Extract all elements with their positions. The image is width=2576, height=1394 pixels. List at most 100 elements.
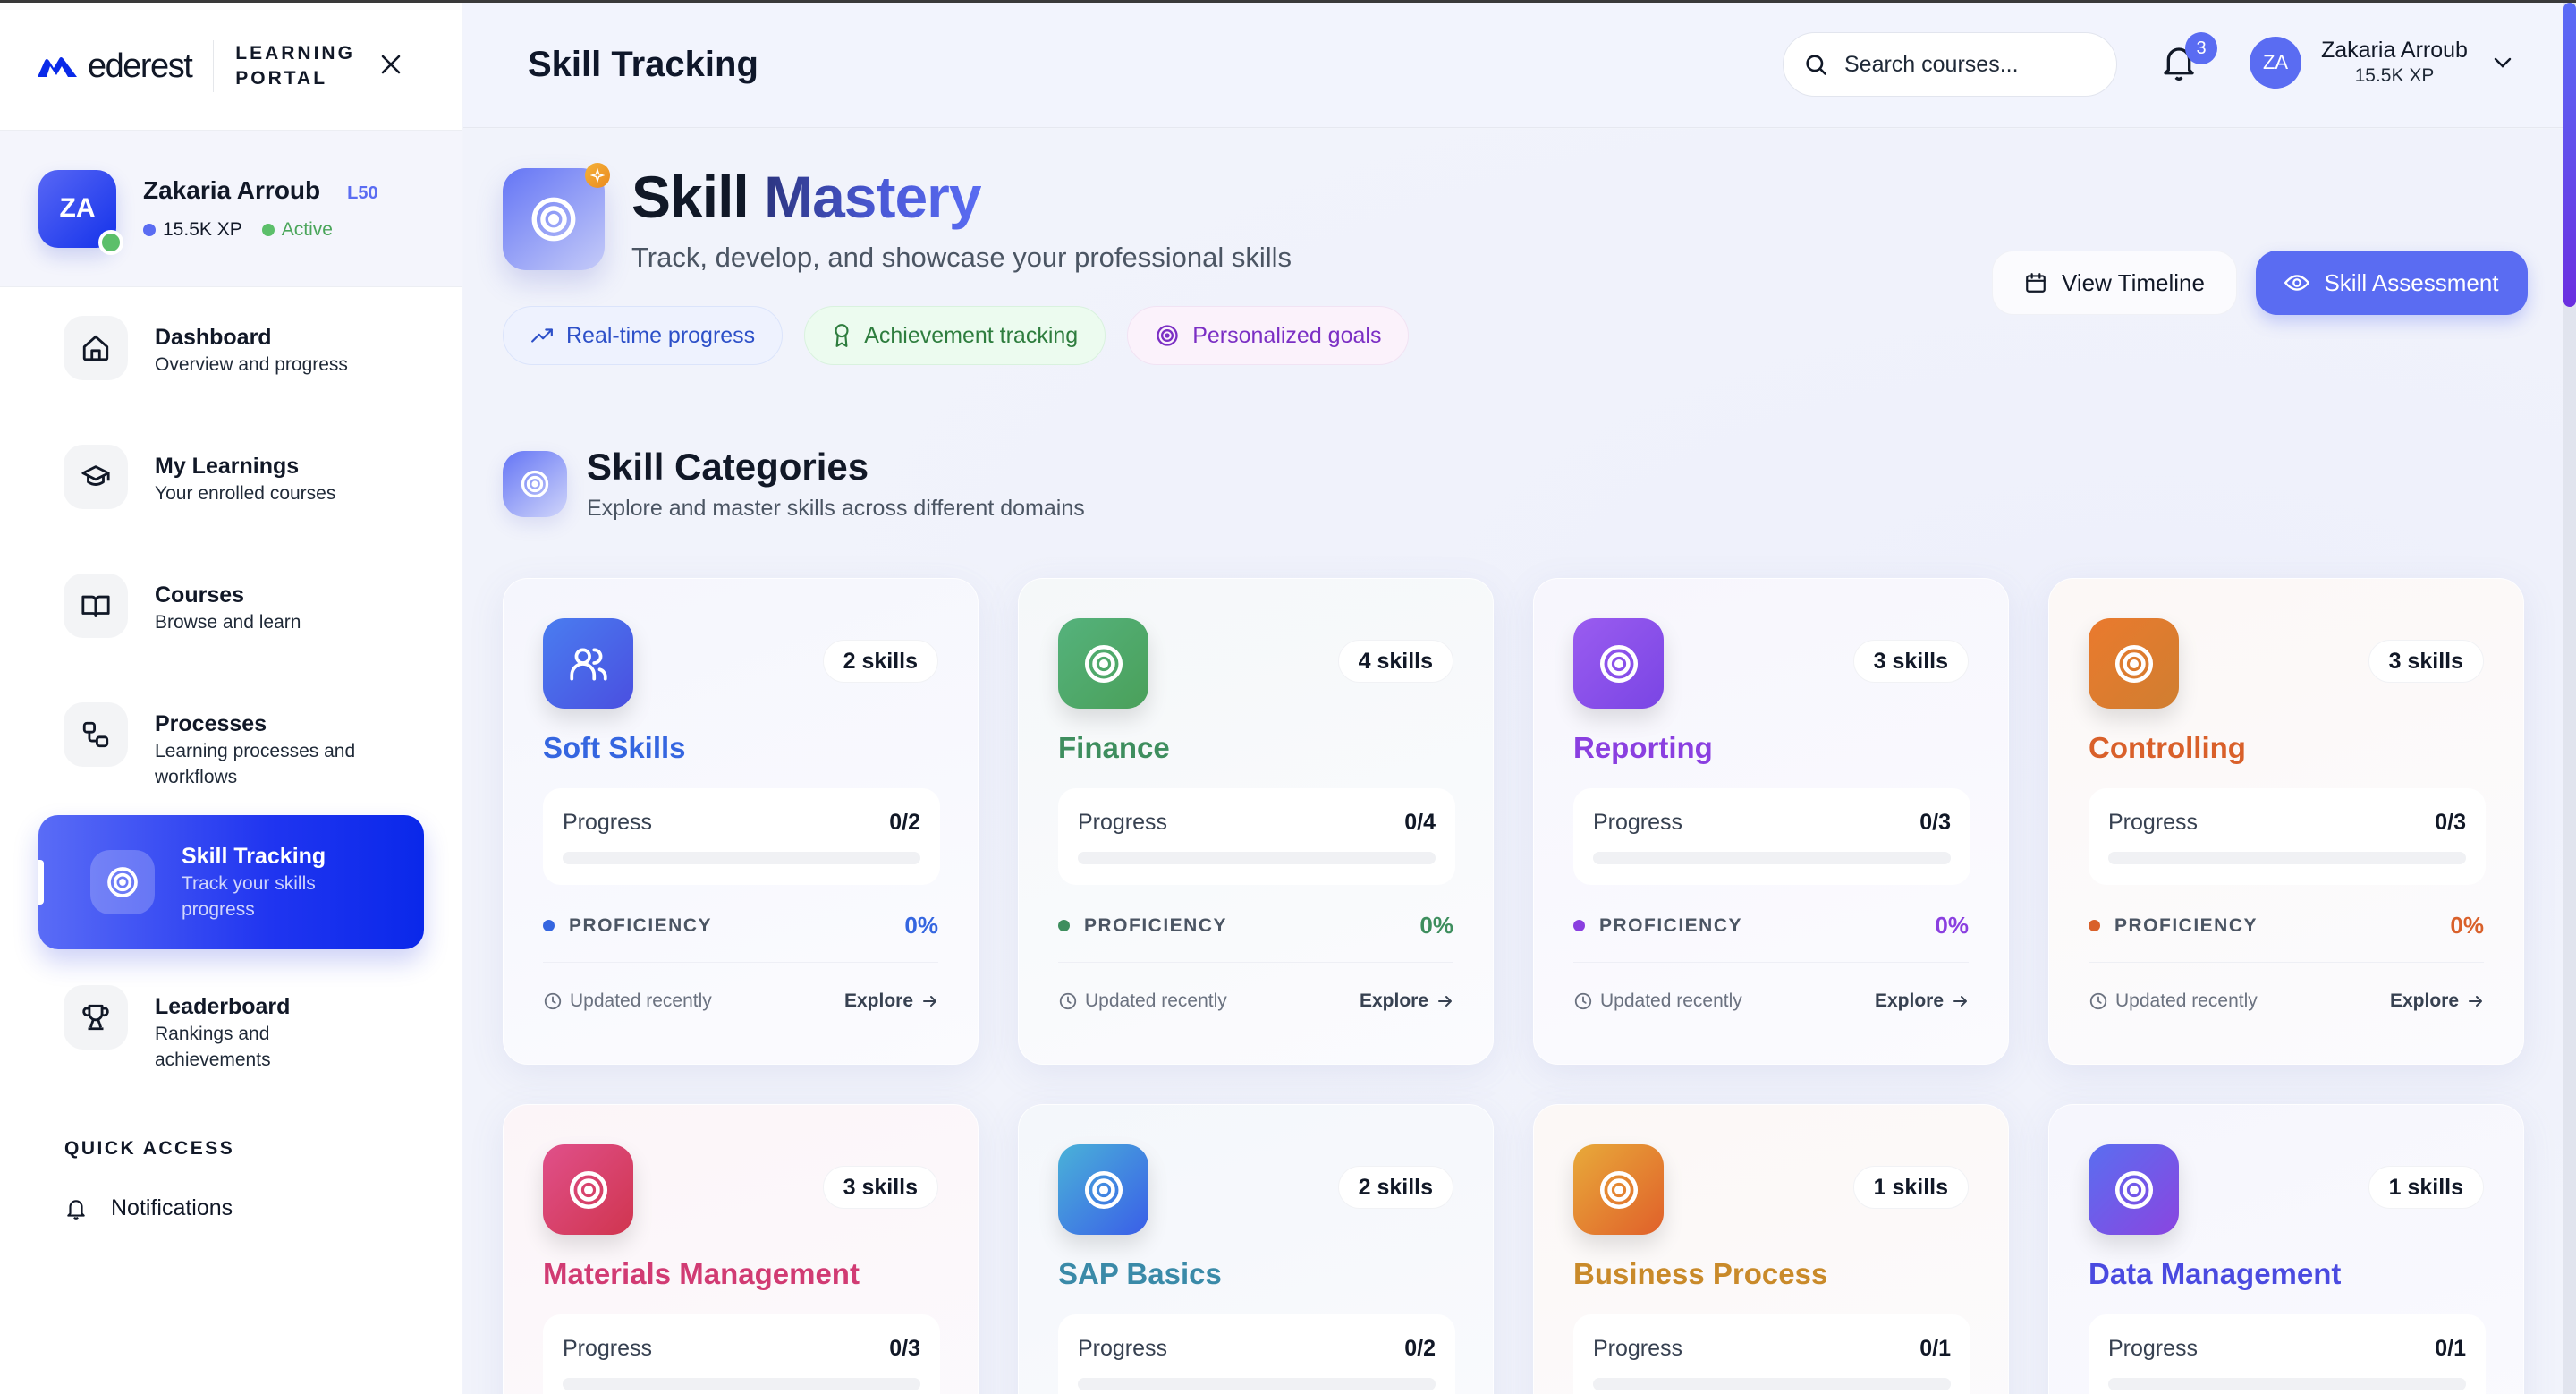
- profile-name: Zakaria Arroub: [143, 176, 321, 204]
- target-icon: [1058, 618, 1148, 709]
- updated-status: Updated recently: [2089, 990, 2258, 1012]
- explore-label: Explore: [843, 990, 913, 1011]
- proficiency-dot-icon: [2089, 920, 2100, 931]
- chevron-down-icon: [2494, 57, 2512, 68]
- skill-category-card-sap-basics[interactable]: 2 skills SAP Basics Progress 0/2 PROFICI…: [1018, 1104, 1494, 1394]
- skill-category-card-finance[interactable]: 4 skills Finance Progress 0/4 PROFICIENC…: [1018, 578, 1494, 1065]
- progress-bar: [1078, 852, 1436, 864]
- skill-category-card-reporting[interactable]: 3 skills Reporting Progress 0/3 PROFICIE…: [1533, 578, 2009, 1065]
- sidebar-item-my-learnings[interactable]: My Learnings Your enrolled courses: [38, 445, 424, 509]
- search-box[interactable]: [1783, 32, 2117, 97]
- progress-panel: Progress 0/3: [2089, 788, 2486, 885]
- brand-logo[interactable]: ederest: [38, 47, 193, 86]
- sidebar-item-processes[interactable]: Processes Learning processes and workflo…: [38, 702, 424, 790]
- skill-category-card-data-management[interactable]: 1 skills Data Management Progress 0/1 PR…: [2048, 1104, 2524, 1394]
- main-content: Skill Mastery Track, develop, and showca…: [463, 129, 2563, 1394]
- progress-label: Progress: [1593, 810, 1683, 835]
- close-sidebar-button[interactable]: [377, 51, 404, 78]
- proficiency-value: 0%: [904, 912, 938, 939]
- sidebar-item-label: Courses: [155, 582, 245, 608]
- sidebar-item-skill-tracking[interactable]: Skill Tracking Track your skills progres…: [38, 815, 424, 949]
- target-icon: [1157, 325, 1178, 346]
- scrollbar-thumb[interactable]: [2563, 3, 2576, 307]
- brand-subtitle-line1: LEARNING: [235, 43, 355, 64]
- brand-name: ederest: [88, 47, 193, 85]
- hero-title: Skill Mastery: [631, 163, 982, 231]
- explore-link[interactable]: Explore: [2390, 990, 2484, 1012]
- sidebar-item-label: Processes: [155, 711, 267, 736]
- skill-category-grid: 2 skills Soft Skills Progress 0/2 PROFIC…: [503, 578, 2524, 1394]
- search-input[interactable]: [1844, 51, 2095, 78]
- search-icon: [1806, 55, 1826, 75]
- status-dot-icon: [261, 224, 275, 236]
- award-icon: [835, 324, 849, 347]
- explore-link[interactable]: Explore: [1875, 990, 1969, 1012]
- sidebar-item-label: Dashboard: [155, 325, 272, 350]
- target-icon: [1058, 1144, 1148, 1235]
- explore-link[interactable]: Explore: [1360, 990, 1453, 1012]
- chip-achievement-tracking: Achievement tracking: [804, 306, 1106, 365]
- book-open-icon: [64, 574, 128, 638]
- hero-title-part2: Mastery: [764, 164, 981, 230]
- target-icon: [1573, 618, 1664, 709]
- skill-assessment-button[interactable]: Skill Assessment: [2256, 251, 2528, 315]
- level-badge: L50: [347, 183, 378, 203]
- progress-bar: [563, 852, 920, 864]
- category-title: Business Process: [1573, 1257, 1828, 1290]
- close-icon: [381, 55, 401, 74]
- card-divider: [1573, 962, 1969, 963]
- sparkles-icon: [585, 163, 610, 188]
- skill-count-badge: 3 skills: [1852, 640, 1969, 683]
- skill-count-badge: 4 skills: [1337, 640, 1453, 683]
- ederest-logo-icon: [38, 57, 77, 77]
- user-menu[interactable]: ZA Zakaria Arroub 15.5K XP: [2250, 37, 2512, 89]
- progress-value: 0/3: [889, 1336, 920, 1361]
- skill-category-card-soft-skills[interactable]: 2 skills Soft Skills Progress 0/2 PROFIC…: [503, 578, 979, 1065]
- proficiency-dot-icon: [543, 920, 555, 931]
- view-timeline-button[interactable]: View Timeline: [1992, 251, 2237, 315]
- chip-label: Real-time progress: [566, 322, 756, 348]
- explore-link[interactable]: Explore: [844, 990, 938, 1012]
- card-divider: [1058, 962, 1453, 963]
- quick-access-notifications[interactable]: Notifications: [64, 1195, 462, 1221]
- progress-panel: Progress 0/4: [1058, 788, 1455, 885]
- skill-count-badge: 3 skills: [822, 1166, 938, 1209]
- updated-status: Updated recently: [1058, 990, 1227, 1012]
- progress-label: Progress: [1593, 1336, 1683, 1361]
- hero-subtitle: Track, develop, and showcase your profes…: [631, 242, 1292, 273]
- card-divider: [2089, 962, 2484, 963]
- user-avatar: ZA: [2250, 37, 2301, 89]
- sidebar-item-leaderboard[interactable]: Leaderboard Rankings and achievements: [38, 985, 424, 1073]
- feature-chips: Real-time progress Achievement tracking …: [503, 306, 1410, 365]
- sidebar: ederest LEARNING PORTAL ZA Zakaria Arrou…: [0, 3, 462, 1394]
- notifications-bell-icon[interactable]: [2161, 43, 2197, 82]
- profile-card[interactable]: ZA Zakaria Arroub L50 15.5K XP Active: [0, 130, 462, 287]
- scrollbar-track[interactable]: [2563, 3, 2576, 1394]
- sidebar-item-desc: Learning processes and workflows: [155, 741, 356, 787]
- skill-count-badge: 2 skills: [1337, 1166, 1453, 1209]
- online-indicator: [98, 229, 123, 255]
- progress-panel: Progress 0/1: [2089, 1314, 2486, 1394]
- page-title: Skill Tracking: [528, 45, 758, 84]
- sidebar-item-desc: Track your skills progress: [182, 873, 316, 920]
- category-title: Finance: [1058, 731, 1170, 764]
- explore-label: Explore: [1874, 990, 1944, 1011]
- sidebar-item-dashboard[interactable]: Dashboard Overview and progress: [38, 316, 424, 380]
- section-title: Skill Categories: [587, 446, 869, 488]
- progress-panel: Progress 0/2: [543, 788, 940, 885]
- target-icon: [2089, 1144, 2179, 1235]
- view-timeline-label: View Timeline: [2062, 268, 2205, 296]
- brand-header: ederest LEARNING PORTAL: [0, 3, 462, 130]
- progress-label: Progress: [563, 810, 653, 835]
- proficiency-label: PROFICIENCY: [2114, 914, 2258, 936]
- progress-bar: [1593, 1378, 1951, 1390]
- skill-count-badge: 1 skills: [1852, 1166, 1969, 1209]
- active-indicator: [38, 860, 44, 905]
- sidebar-nav: Dashboard Overview and progress My Learn…: [0, 287, 462, 1073]
- skill-count-badge: 2 skills: [822, 640, 938, 683]
- skill-category-card-materials-management[interactable]: 3 skills Materials Management Progress 0…: [503, 1104, 979, 1394]
- proficiency-label: PROFICIENCY: [1599, 914, 1743, 936]
- skill-category-card-business-process[interactable]: 1 skills Business Process Progress 0/1 P…: [1533, 1104, 2009, 1394]
- skill-category-card-controlling[interactable]: 3 skills Controlling Progress 0/3 PROFIC…: [2048, 578, 2524, 1065]
- sidebar-item-courses[interactable]: Courses Browse and learn: [38, 574, 424, 638]
